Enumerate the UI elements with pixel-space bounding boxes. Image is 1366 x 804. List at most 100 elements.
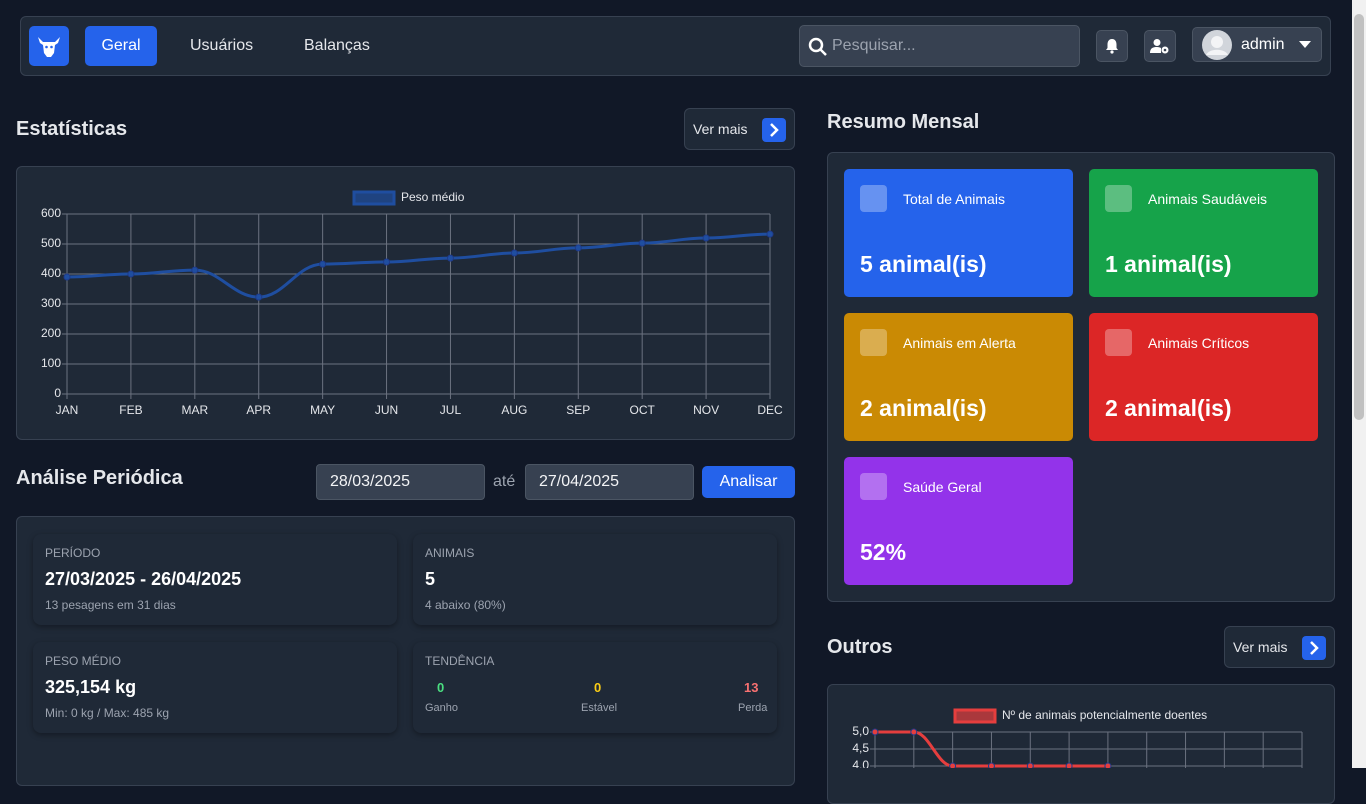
see-more-button[interactable]: Ver mais [1224,626,1335,668]
y-tick-label: 4,5 [852,741,869,755]
trend-value: 13 [744,680,759,695]
analyze-button[interactable]: Analisar [702,466,795,498]
card-icon [860,185,887,212]
data-point [871,728,879,736]
section-title: Outros [827,636,893,658]
card-label: Animais Saudáveis [1148,191,1268,207]
legend-label: Nº de animais potencialmente doentes [1002,708,1207,722]
stat-note: 4 abaixo (80%) [425,598,506,612]
x-tick-label: DEC [757,403,783,417]
stat-note: 13 pesagens em 31 dias [45,598,176,612]
see-more-button[interactable]: Ver mais [684,108,795,150]
nav-link[interactable]: Geral [85,26,157,66]
stat-card: TENDÊNCIA 0 Ganho 0 Estável 13 Perda [413,642,777,733]
x-tick-label: JAN [56,403,79,417]
search-placeholder: Pesquisar... [832,37,916,54]
stat-value: 27/03/2025 - 26/04/2025 [45,569,242,589]
y-tick-label: 4,0 [852,758,869,768]
date-separator: até [493,473,516,490]
y-tick-label: 500 [41,236,61,250]
card-label: Animais em Alerta [903,335,1016,351]
chart: 0 100 200 300 400 500 600 JAN FEB MAR APR MAY JUN JUL… [41,190,783,417]
summary-card: Total de Animais 5 animal(is) [844,169,1073,297]
arrow-icon [1302,636,1326,660]
scrollbar-thumb[interactable] [1354,14,1364,420]
data-point [702,234,710,242]
data-point [510,249,518,257]
trend-label: Perda [738,702,768,714]
body: Geral Usuários Balanças Pesquisar... adm… [16,0,1366,804]
search-box[interactable]: Pesquisar... [799,25,1080,67]
x-tick-label: MAR [181,403,208,417]
data-point [1104,762,1112,768]
y-tick-label: 5,0 [852,724,869,738]
chart: 5,0 4,5 4,0 Nº de animais potencialmente do… [852,708,1303,768]
x-tick-label: NOV [693,403,719,417]
stat-value: 325,154 kg [45,677,137,697]
search-icon [808,37,827,56]
data-point [446,254,454,262]
card-icon [860,329,887,356]
date-input[interactable]: 28/03/2025 [316,464,485,500]
data-point [255,293,263,301]
user-gear-icon [1150,39,1169,54]
summary-card: Animais Saudáveis 1 animal(is) [1089,169,1318,297]
legend-swatch [352,190,396,206]
trend-value: 0 [437,680,445,695]
caret-icon [1299,41,1311,48]
stat-label: TENDÊNCIA [425,654,495,668]
trend-value: 0 [594,680,602,695]
logo-icon [38,37,60,57]
y-tick-label: 400 [41,266,61,280]
button-label: Ver mais [1233,639,1288,655]
legend-swatch [953,708,997,724]
data-point [127,270,135,278]
y-tick-label: 0 [54,386,61,400]
trend-label: Ganho [425,702,459,714]
x-tick-label: AUG [501,403,527,417]
page: Dashboard { "nav": { "links": ["Geral", … [16,0,1366,804]
x-tick-label: OCT [630,403,656,417]
section-title: Análise Periódica [16,467,183,489]
stat-label: PESO MÉDIO [45,654,122,668]
section-title: Resumo Mensal [827,111,980,133]
data-point [63,273,71,281]
data-point [191,266,199,274]
logo[interactable] [29,26,69,66]
user-menu[interactable]: admin [1192,27,1322,62]
x-tick-label: MAY [310,403,335,417]
card-icon [1105,329,1132,356]
section-title: Estatísticas [16,118,128,140]
date-input[interactable]: 27/04/2025 [525,464,694,500]
data-point [949,762,957,768]
data-point [383,258,391,266]
avatar [1202,30,1232,60]
card-label: Total de Animais [903,191,1005,207]
card-value: 2 animal(is) [860,395,987,421]
card-label: Saúde Geral [903,479,982,495]
stat-card: ANIMAIS 5 4 abaixo (80%) [413,534,777,625]
y-tick-label: 100 [41,356,61,370]
date-value: 28/03/2025 [330,473,411,490]
data-point [1065,762,1073,768]
stat-label: PERÍODO [45,546,101,560]
nav-link[interactable]: Usuários [190,37,254,54]
card-icon [1105,185,1132,212]
bell-icon [1106,39,1118,54]
nav-link[interactable]: Balanças [304,37,370,54]
data-point [910,728,918,736]
y-tick-label: 600 [41,206,61,220]
stat-label: ANIMAIS [425,546,475,560]
card-icon [860,473,887,500]
y-tick-label: 200 [41,326,61,340]
x-tick-label: SEP [566,403,590,417]
user-settings-button[interactable] [1144,30,1176,62]
stat-value: 5 [425,569,436,589]
data-point [319,260,327,268]
series-line [66,232,771,299]
stat-card: PERÍODO 27/03/2025 - 26/04/2025 13 pesagen… [33,534,397,625]
notifications-button[interactable] [1096,30,1128,62]
summary-card: Animais Críticos 2 animal(is) [1089,313,1318,441]
card-value: 1 animal(is) [1105,251,1232,277]
date-value: 27/04/2025 [539,473,620,490]
